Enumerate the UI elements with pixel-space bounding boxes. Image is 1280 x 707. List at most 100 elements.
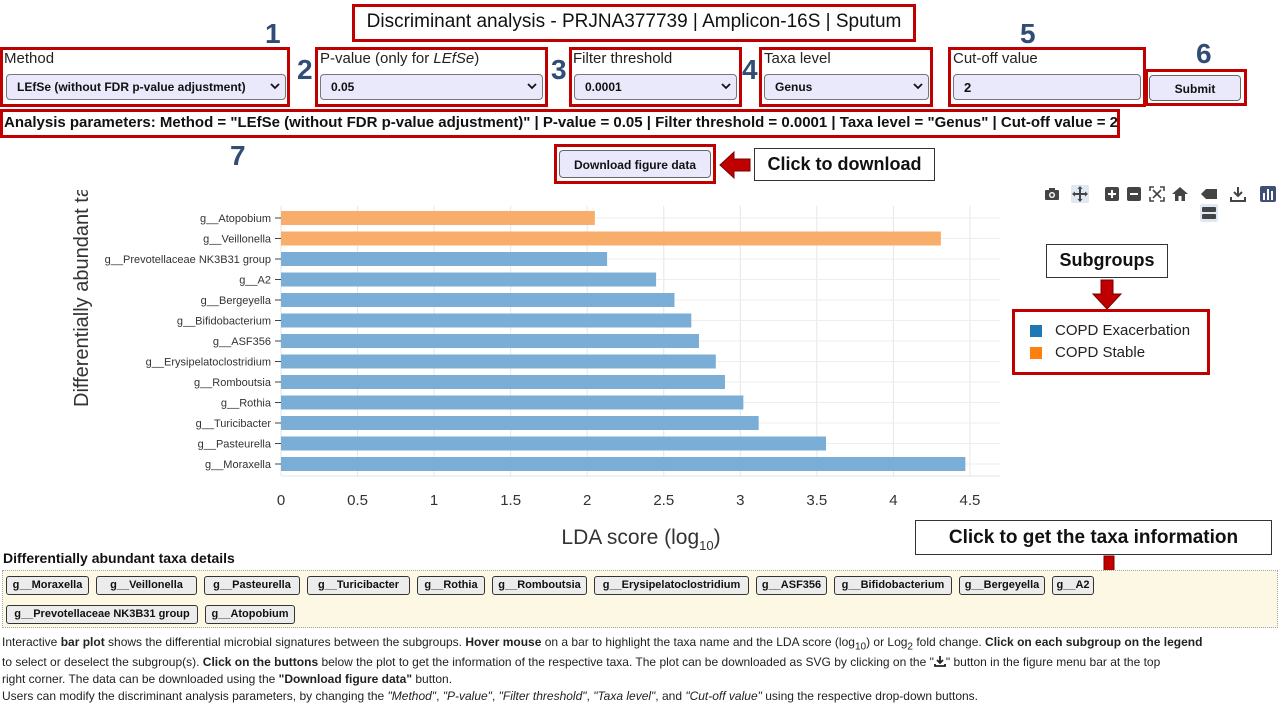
pvalue-select[interactable]: 0.05	[320, 74, 543, 100]
filter-select[interactable]: 0.0001	[574, 74, 737, 100]
legend-swatch-exacerbation	[1030, 325, 1042, 337]
chart-x-tick-labels: 0 0.5 1 1.5 2 2.5 3 3.5 4 4.5	[277, 492, 981, 509]
description-line-3: right corner. The data can be downloaded…	[2, 672, 453, 686]
down-arrow-icon	[1091, 279, 1123, 310]
taxa-button-g-moraxella[interactable]: g__Moraxella	[6, 576, 89, 595]
y-axis-label: Differentially abundant taxa	[71, 190, 93, 407]
pvalue-label: P-value (only for LEfSe)	[320, 50, 480, 67]
chart-bars	[281, 211, 966, 471]
submit-button[interactable]: Submit	[1149, 75, 1241, 101]
taxa-level-select-value: Genus	[775, 80, 813, 94]
taxa-level-select[interactable]: Genus	[764, 74, 929, 100]
autoscale-icon[interactable]	[1148, 185, 1166, 203]
subgroups-callout: Subgroups	[1046, 244, 1168, 278]
step-number-4: 4	[742, 54, 758, 85]
x-tick-label: 4	[889, 492, 897, 509]
x-tick-label: 2	[583, 492, 591, 509]
x-tick-label: 3	[736, 492, 744, 509]
taxa-button-g-veillonella[interactable]: g__Veillonella	[96, 576, 197, 595]
step-number-1: 1	[265, 18, 281, 49]
submit-highlight	[1145, 69, 1247, 106]
bar-g-prevotellaceae-nk3b31-group[interactable]	[281, 252, 608, 266]
bar-g-asf356[interactable]	[281, 334, 699, 348]
y-tick-label: g__Atopobium	[200, 213, 271, 225]
chart-y-tick-labels: g__Atopobium g__Veillonella g__Prevotellac…	[105, 213, 281, 471]
taxa-level-label: Taxa level	[764, 50, 831, 67]
bar-g-pasteurella[interactable]	[281, 436, 827, 451]
bar-g-a2[interactable]	[281, 272, 657, 287]
left-arrow-icon	[719, 150, 751, 180]
filter-select-value: 0.0001	[585, 80, 622, 94]
download-figure-data-button[interactable]: Download figure data	[559, 150, 711, 178]
step-number-7: 7	[230, 140, 246, 171]
hover-compare-icon[interactable]	[1200, 185, 1218, 203]
download-highlight	[554, 144, 716, 184]
description-line-4: Users can modify the discriminant analys…	[2, 689, 979, 703]
bar-g-rothia[interactable]	[281, 395, 744, 410]
analysis-params: Analysis parameters: Method = "LEfSe (wi…	[4, 114, 1119, 131]
y-tick-label: g__Erysipelatoclostridium	[146, 357, 271, 369]
pan-icon[interactable]	[1071, 185, 1089, 203]
y-tick-label: g__Pasteurella	[198, 439, 272, 451]
bar-g-bergeyella[interactable]	[281, 293, 675, 307]
bar-g-moraxella[interactable]	[281, 457, 966, 471]
legend-swatch-stable	[1030, 347, 1042, 359]
taxa-button-g-prevotellaceae-nk3b31-group[interactable]: g__Prevotellaceae NK3B31 group	[6, 605, 198, 624]
y-tick-label: g__Turicibacter	[196, 418, 272, 430]
taxa-button-g-erysipelatoclostridium[interactable]: g__Erysipelatoclostridium	[594, 576, 749, 595]
chevron-down-icon	[527, 83, 537, 90]
download-svg-icon[interactable]	[1229, 185, 1247, 203]
zoom-in-icon[interactable]	[1103, 185, 1121, 203]
taxa-button-g-pasteurella[interactable]: g__Pasteurella	[204, 576, 300, 595]
step-number-3: 3	[551, 54, 567, 85]
plot-toolbar	[1040, 184, 1280, 224]
chevron-down-icon	[913, 83, 923, 90]
y-tick-label: g__Prevotellaceae NK3B31 group	[105, 254, 271, 266]
taxa-button-g-a2[interactable]: g__A2	[1052, 576, 1094, 595]
spike-lines-icon[interactable]	[1200, 204, 1218, 222]
bar-g-turicibacter[interactable]	[281, 416, 759, 430]
page-title-box	[352, 4, 916, 42]
taxa-button-g-asf356[interactable]: g__ASF356	[756, 576, 827, 595]
taxa-button-g-romboutsia[interactable]: g__Romboutsia	[492, 576, 587, 595]
taxa-button-g-rothia[interactable]: g__Rothia	[417, 576, 485, 595]
download-icon	[933, 656, 946, 667]
taxa-button-g-atopobium[interactable]: g__Atopobium	[205, 605, 295, 624]
taxa-button-g-bifidobacterium[interactable]: g__Bifidobacterium	[834, 576, 952, 595]
camera-icon[interactable]	[1043, 185, 1061, 203]
method-select-value: LEfSe (without FDR p-value adjustment)	[17, 80, 246, 94]
filter-highlight	[569, 47, 742, 107]
y-tick-label: g__Bifidobacterium	[177, 316, 271, 328]
method-select[interactable]: LEfSe (without FDR p-value adjustment)	[6, 74, 286, 100]
description-line-2: to select or deselect the subgroup(s). C…	[2, 655, 1161, 669]
pvalue-highlight	[315, 47, 548, 107]
cutoff-input[interactable]: 2	[953, 74, 1141, 100]
x-axis-label: LDA score (log10)	[561, 526, 720, 550]
step-number-5: 5	[1020, 18, 1036, 49]
legend-item-exacerbation[interactable]: COPD Exacerbation	[1055, 322, 1191, 339]
taxa-button-g-turicibacter[interactable]: g__Turicibacter	[307, 576, 410, 595]
chevron-down-icon	[270, 83, 280, 90]
step-number-6: 6	[1196, 38, 1212, 69]
description-line-1: Interactive bar plot shows the different…	[2, 635, 1203, 653]
x-tick-label: 4.5	[960, 492, 981, 509]
home-icon[interactable]	[1171, 185, 1189, 203]
bar-g-veillonella[interactable]	[281, 231, 941, 246]
chevron-down-icon	[721, 83, 731, 90]
analysis-params-highlight	[0, 109, 1120, 138]
cutoff-highlight	[948, 47, 1146, 107]
y-tick-label: g__Veillonella	[203, 234, 272, 246]
y-tick-label: g__Romboutsia	[194, 377, 272, 389]
taxa-button-g-bergeyella[interactable]: g__Bergeyella	[959, 576, 1045, 595]
legend-item-stable[interactable]: COPD Stable	[1055, 344, 1146, 361]
step-number-2: 2	[297, 54, 313, 85]
zoom-out-icon[interactable]	[1125, 185, 1143, 203]
bar-g-erysipelatoclostridium[interactable]	[281, 354, 716, 369]
x-tick-label: 0	[277, 492, 285, 509]
method-label: Method	[4, 50, 55, 67]
cutoff-label: Cut-off value	[953, 50, 1038, 67]
bar-g-romboutsia[interactable]	[281, 375, 725, 389]
plotly-logo-icon[interactable]	[1259, 185, 1277, 203]
bar-g-atopobium[interactable]	[281, 211, 595, 225]
bar-g-bifidobacterium[interactable]	[281, 313, 692, 328]
